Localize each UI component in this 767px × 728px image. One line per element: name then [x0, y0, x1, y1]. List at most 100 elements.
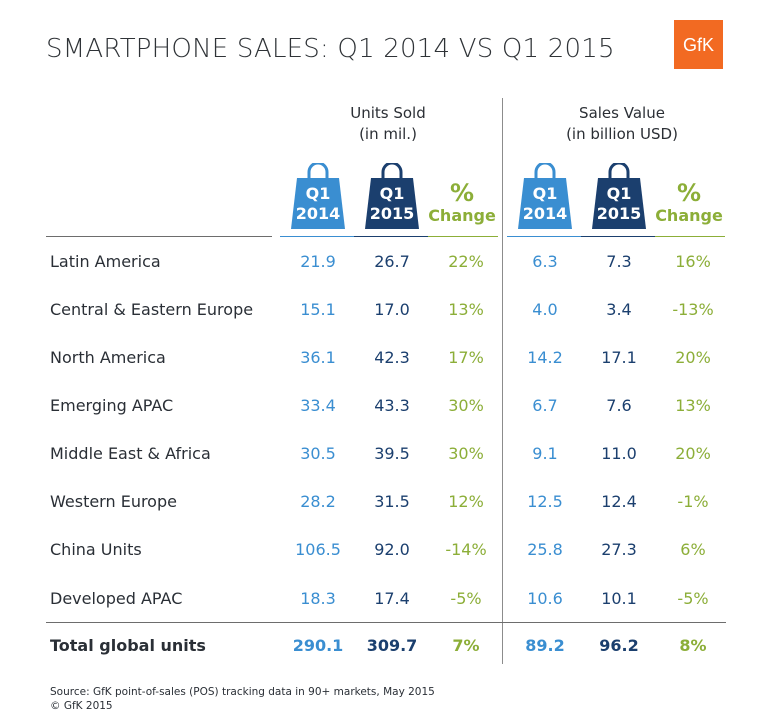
sales-value-heading-line2: (in billion USD): [566, 125, 678, 143]
units-change-cell: 12%: [448, 492, 484, 511]
value-q1-2014-cell: 10.6: [527, 589, 563, 608]
units-q1-2015-label-quarter: Q1: [380, 184, 405, 203]
value-change-cell: 20%: [675, 444, 711, 463]
units-q1-2014-bag-handle: [307, 163, 329, 178]
value-change-cell: -5%: [677, 589, 709, 608]
region-label: Emerging APAC: [50, 396, 174, 415]
value-q1-2015-label-quarter: Q1: [607, 184, 632, 203]
units-q1-2015-cell: 92.0: [374, 540, 410, 559]
value-q1-2015-cell: 12.4: [601, 492, 637, 511]
logo-background: [674, 20, 723, 69]
value-change-cell: 13%: [675, 396, 711, 415]
value-q1-2015-cell: 7.6: [606, 396, 632, 415]
units-q1-2015-label-year: 2015: [370, 204, 415, 223]
value-q1-2014-cell: 12.5: [527, 492, 563, 511]
units-q1-2015-cell: 17.0: [374, 300, 410, 319]
units-q1-2014-label-year: 2014: [296, 204, 341, 223]
region-label: Central & Eastern Europe: [50, 300, 254, 319]
units-q1-2014-cell: 33.4: [300, 396, 336, 415]
region-label: Developed APAC: [50, 589, 183, 608]
units-q1-2015-cell: 43.3: [374, 396, 410, 415]
header-rule-units-q1-2015: [354, 236, 430, 237]
header-rule-units-change: [428, 236, 498, 237]
units-q1-2014-bag-body: [291, 178, 345, 229]
units-sold-heading: Units Sold (in mil.): [330, 103, 446, 145]
units-change-cell: 17%: [448, 348, 484, 367]
units-sold-heading-line1: Units Sold: [350, 104, 426, 122]
header-rule-region: [46, 236, 272, 237]
value-change-cell: -13%: [672, 300, 714, 319]
region-label: China Units: [50, 540, 142, 559]
value-q1-2015-bag-body: [592, 178, 646, 229]
units-q1-2015-bag-handle: [381, 163, 403, 178]
units-q1-2015-cell: 309.7: [366, 636, 418, 655]
value-change-header-word: Change: [655, 206, 723, 225]
units-change-cell: -5%: [450, 589, 482, 608]
units-change-cell: 22%: [448, 252, 484, 271]
units-q1-2015-cell: 31.5: [374, 492, 410, 511]
value-q1-2014-label-quarter: Q1: [533, 184, 558, 203]
page-title: SMARTPHONE SALES: Q1 2014 VS Q1 2015: [46, 34, 615, 64]
units-change-header-word: Change: [428, 206, 496, 225]
value-q1-2014-cell: 6.3: [532, 252, 558, 271]
header-rule-units-q1-2014: [280, 236, 356, 237]
header-rule-value-q1-2014: [507, 236, 583, 237]
total-label: Total global units: [50, 636, 206, 655]
units-q1-2014-cell: 21.9: [300, 252, 336, 271]
region-label: Latin America: [50, 252, 161, 271]
section-divider: [502, 98, 503, 664]
units-q1-2014-cell: 290.1: [292, 636, 344, 655]
value-q1-2014-cell: 4.0: [532, 300, 558, 319]
value-q1-2014-bag-handle: [534, 163, 556, 178]
units-change-cell: 7%: [452, 636, 480, 655]
value-change-cell: 16%: [675, 252, 711, 271]
units-q1-2014-label-quarter: Q1: [306, 184, 331, 203]
value-q1-2014-label-year: 2014: [523, 204, 568, 223]
source-note: Source: GfK point-of-sales (POS) trackin…: [50, 686, 435, 698]
value-q1-2014-cell: 6.7: [532, 396, 558, 415]
value-q1-2014-cell: 89.2: [525, 636, 565, 655]
units-change-cell: -14%: [445, 540, 487, 559]
value-change-cell: 20%: [675, 348, 711, 367]
units-q1-2014-cell: 18.3: [300, 589, 336, 608]
value-change-header-symbol: %: [676, 179, 702, 207]
units-q1-2014-cell: 106.5: [295, 540, 341, 559]
logo-text: GfK: [683, 35, 714, 55]
units-q1-2015-bag-body: [365, 178, 419, 229]
value-q1-2015-cell: 3.4: [606, 300, 632, 319]
value-change-cell: 8%: [679, 636, 707, 655]
footer: Source: GfK point-of-sales (POS) trackin…: [50, 685, 435, 713]
units-q1-2015-cell: 26.7: [374, 252, 410, 271]
value-q1-2014-cell: 14.2: [527, 348, 563, 367]
sales-value-heading-line1: Sales Value: [579, 104, 665, 122]
units-q1-2014-cell: 30.5: [300, 444, 336, 463]
units-q1-2015-cell: 39.5: [374, 444, 410, 463]
units-q1-2014-cell: 15.1: [300, 300, 336, 319]
value-q1-2015-cell: 17.1: [601, 348, 637, 367]
units-q1-2014-cell: 36.1: [300, 348, 336, 367]
value-q1-2014-bag-body: [518, 178, 572, 229]
sales-value-heading: Sales Value (in billion USD): [552, 103, 692, 145]
units-change-header: % Change: [427, 180, 497, 226]
region-label: Western Europe: [50, 492, 177, 511]
value-q1-2015-label-year: 2015: [597, 204, 642, 223]
header-rule-value-q1-2015: [581, 236, 657, 237]
value-q1-2015-cell: 27.3: [601, 540, 637, 559]
total-rule: [46, 622, 726, 623]
header-rule-value-change: [655, 236, 725, 237]
units-q1-2014-cell: 28.2: [300, 492, 336, 511]
copyright-note: © GfK 2015: [50, 700, 113, 712]
value-change-cell: -1%: [677, 492, 709, 511]
units-change-cell: 30%: [448, 444, 484, 463]
units-sold-heading-line2: (in mil.): [359, 125, 417, 143]
value-q1-2015-cell: 96.2: [599, 636, 639, 655]
gfk-logo: GfK: [674, 20, 723, 69]
units-change-cell: 30%: [448, 396, 484, 415]
value-change-cell: 6%: [680, 540, 706, 559]
value-q1-2015-cell: 7.3: [606, 252, 632, 271]
units-change-header-symbol: %: [449, 179, 475, 207]
value-q1-2015-cell: 10.1: [601, 589, 637, 608]
